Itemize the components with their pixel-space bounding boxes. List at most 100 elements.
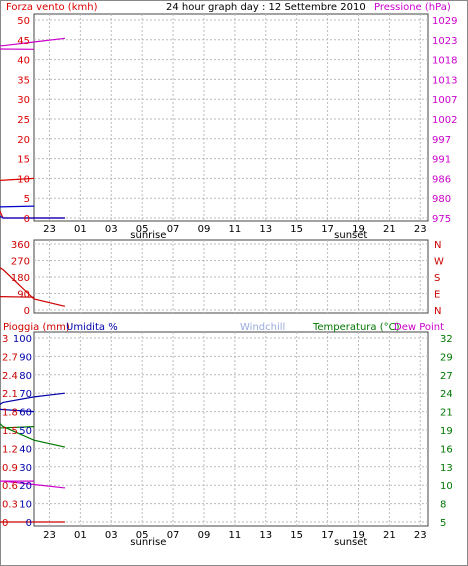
x-tick-label-bottom: 17: [321, 530, 334, 541]
rain-axis-label: Pioggia (mm): [3, 322, 70, 333]
temperature-tick-label: 8: [440, 500, 446, 511]
direction-tick-label: 360: [11, 240, 30, 251]
pressure-title: Pressione (hPa): [374, 2, 451, 13]
x-tick-label-top: 21: [383, 224, 396, 235]
rain-tick-label: 1.2: [2, 444, 18, 455]
rain-tick-label: 0.9: [2, 463, 18, 474]
x-tick-label-bottom: 19: [352, 530, 365, 541]
rain-tick-label: 2.4: [2, 371, 18, 382]
wind-tick-label: 30: [17, 95, 30, 106]
humidity-tick-label: 60: [19, 408, 32, 419]
direction-tick-label: 180: [11, 273, 30, 284]
temperature-tick-label: 19: [440, 426, 453, 437]
rain-tick-label: 2.7: [2, 352, 18, 363]
pressure-tick-label: 975: [432, 214, 451, 225]
direction-tick-label: 0: [24, 306, 30, 317]
compass-label: S: [434, 273, 440, 284]
wind-tick-label: 5: [24, 194, 30, 205]
wind-tick-label: 25: [17, 115, 30, 126]
compass-label: W: [434, 257, 444, 268]
humidity-tick-label: 80: [19, 371, 32, 382]
compass-label: N: [434, 306, 441, 317]
humidity-tick-label: 40: [19, 444, 32, 455]
wind-tick-label: 15: [17, 155, 30, 166]
rain-tick-label: 2.1: [2, 389, 18, 400]
labels-layer: 2323010103030505070709091111131315151717…: [2, 16, 457, 548]
compass-label: N: [434, 240, 441, 251]
x-tick-label-bottom: 23: [43, 530, 56, 541]
windchill-axis-label: Windchill: [240, 322, 285, 333]
x-tick-label-bottom: 07: [167, 530, 180, 541]
pressure-tick-label: 1029: [432, 16, 457, 27]
humidity-tick-label: 100: [13, 334, 32, 345]
x-tick-label-bottom: 23: [414, 530, 427, 541]
sunset-label-bottom: sunset: [334, 537, 367, 548]
wind-tick-label: 0: [24, 214, 30, 225]
direction-tick-label: 270: [11, 257, 30, 268]
x-tick-label-top: 15: [290, 224, 303, 235]
sunrise-label-bottom: sunrise: [130, 537, 166, 548]
pressure-tick-label: 980: [432, 194, 451, 205]
humidity-axis-label: Umidita %: [66, 322, 118, 333]
temperature-tick-label: 21: [440, 408, 453, 419]
wind-tick-label: 45: [17, 36, 30, 47]
pressure-tick-label: 991: [432, 155, 451, 166]
rain-tick-label: 1.8: [2, 408, 18, 419]
temp-panel-frame: [33, 331, 429, 527]
humidity-tick-label: 70: [19, 389, 32, 400]
humidity-tick-label: 10: [19, 500, 32, 511]
x-tick-label-bottom: 13: [259, 530, 272, 541]
x-tick-label-top: 13: [259, 224, 272, 235]
temperature-tick-label: 29: [440, 352, 453, 363]
sunrise-label-top: sunrise: [130, 230, 166, 241]
pressure-tick-label: 1013: [432, 75, 457, 86]
graph-title: 24 hour graph day : 12 Settembre 2010: [166, 2, 366, 13]
pressure-tick-label: 1018: [432, 56, 457, 67]
pressure-tick-label: 1023: [432, 36, 457, 47]
x-tick-label-bottom: 03: [105, 530, 118, 541]
rain-tick-label: 1.5: [2, 426, 18, 437]
x-tick-label-bottom: 21: [383, 530, 396, 541]
grid-layer: [34, 14, 428, 526]
rain-tick-label: 3: [2, 334, 8, 345]
x-tick-label-top: 23: [43, 224, 56, 235]
x-tick-label-bottom: 01: [74, 530, 87, 541]
pressure-tick-label: 1002: [432, 115, 457, 126]
wind-panel-frame: [33, 13, 429, 222]
temperature-tick-label: 13: [440, 463, 453, 474]
x-tick-label-top: 23: [414, 224, 427, 235]
sunset-label-top: sunset: [334, 230, 367, 241]
x-tick-label-top: 05: [136, 224, 149, 235]
pressure-tick-label: 986: [432, 174, 451, 185]
wind-tick-label: 35: [17, 75, 30, 86]
x-tick-label-bottom: 05: [136, 530, 149, 541]
temperature-tick-label: 32: [440, 334, 453, 345]
humidity-tick-label: 30: [19, 463, 32, 474]
rain-tick-label: 0.3: [2, 500, 18, 511]
humidity-tick-label: 20: [19, 481, 32, 492]
rain-tick-label: 0.6: [2, 481, 18, 492]
x-tick-label-top: 01: [74, 224, 87, 235]
x-tick-label-top: 17: [321, 224, 334, 235]
humidity-tick-label: 0: [26, 518, 32, 529]
pressure-tick-label: 1007: [432, 95, 457, 106]
wind-tick-label: 50: [17, 16, 30, 27]
temperature-tick-label: 5: [440, 518, 446, 529]
wind-title: Forza vento (kmh): [6, 2, 98, 13]
direction-tick-label: 90: [17, 290, 30, 301]
wind-tick-label: 10: [17, 174, 30, 185]
humidity-tick-label: 90: [19, 352, 32, 363]
x-tick-label-top: 11: [228, 224, 241, 235]
rain-tick-label: 0: [2, 518, 8, 529]
x-tick-label-top: 09: [198, 224, 211, 235]
pressure-tick-label: 997: [432, 135, 451, 146]
temperature-tick-label: 16: [440, 444, 453, 455]
temperature-tick-label: 27: [440, 371, 453, 382]
x-tick-label-bottom: 11: [228, 530, 241, 541]
x-tick-label-top: 19: [352, 224, 365, 235]
wind-tick-label: 20: [17, 135, 30, 146]
temperature-axis-label: Temperatura (°C): [312, 322, 400, 333]
temperature-tick-label: 10: [440, 481, 453, 492]
